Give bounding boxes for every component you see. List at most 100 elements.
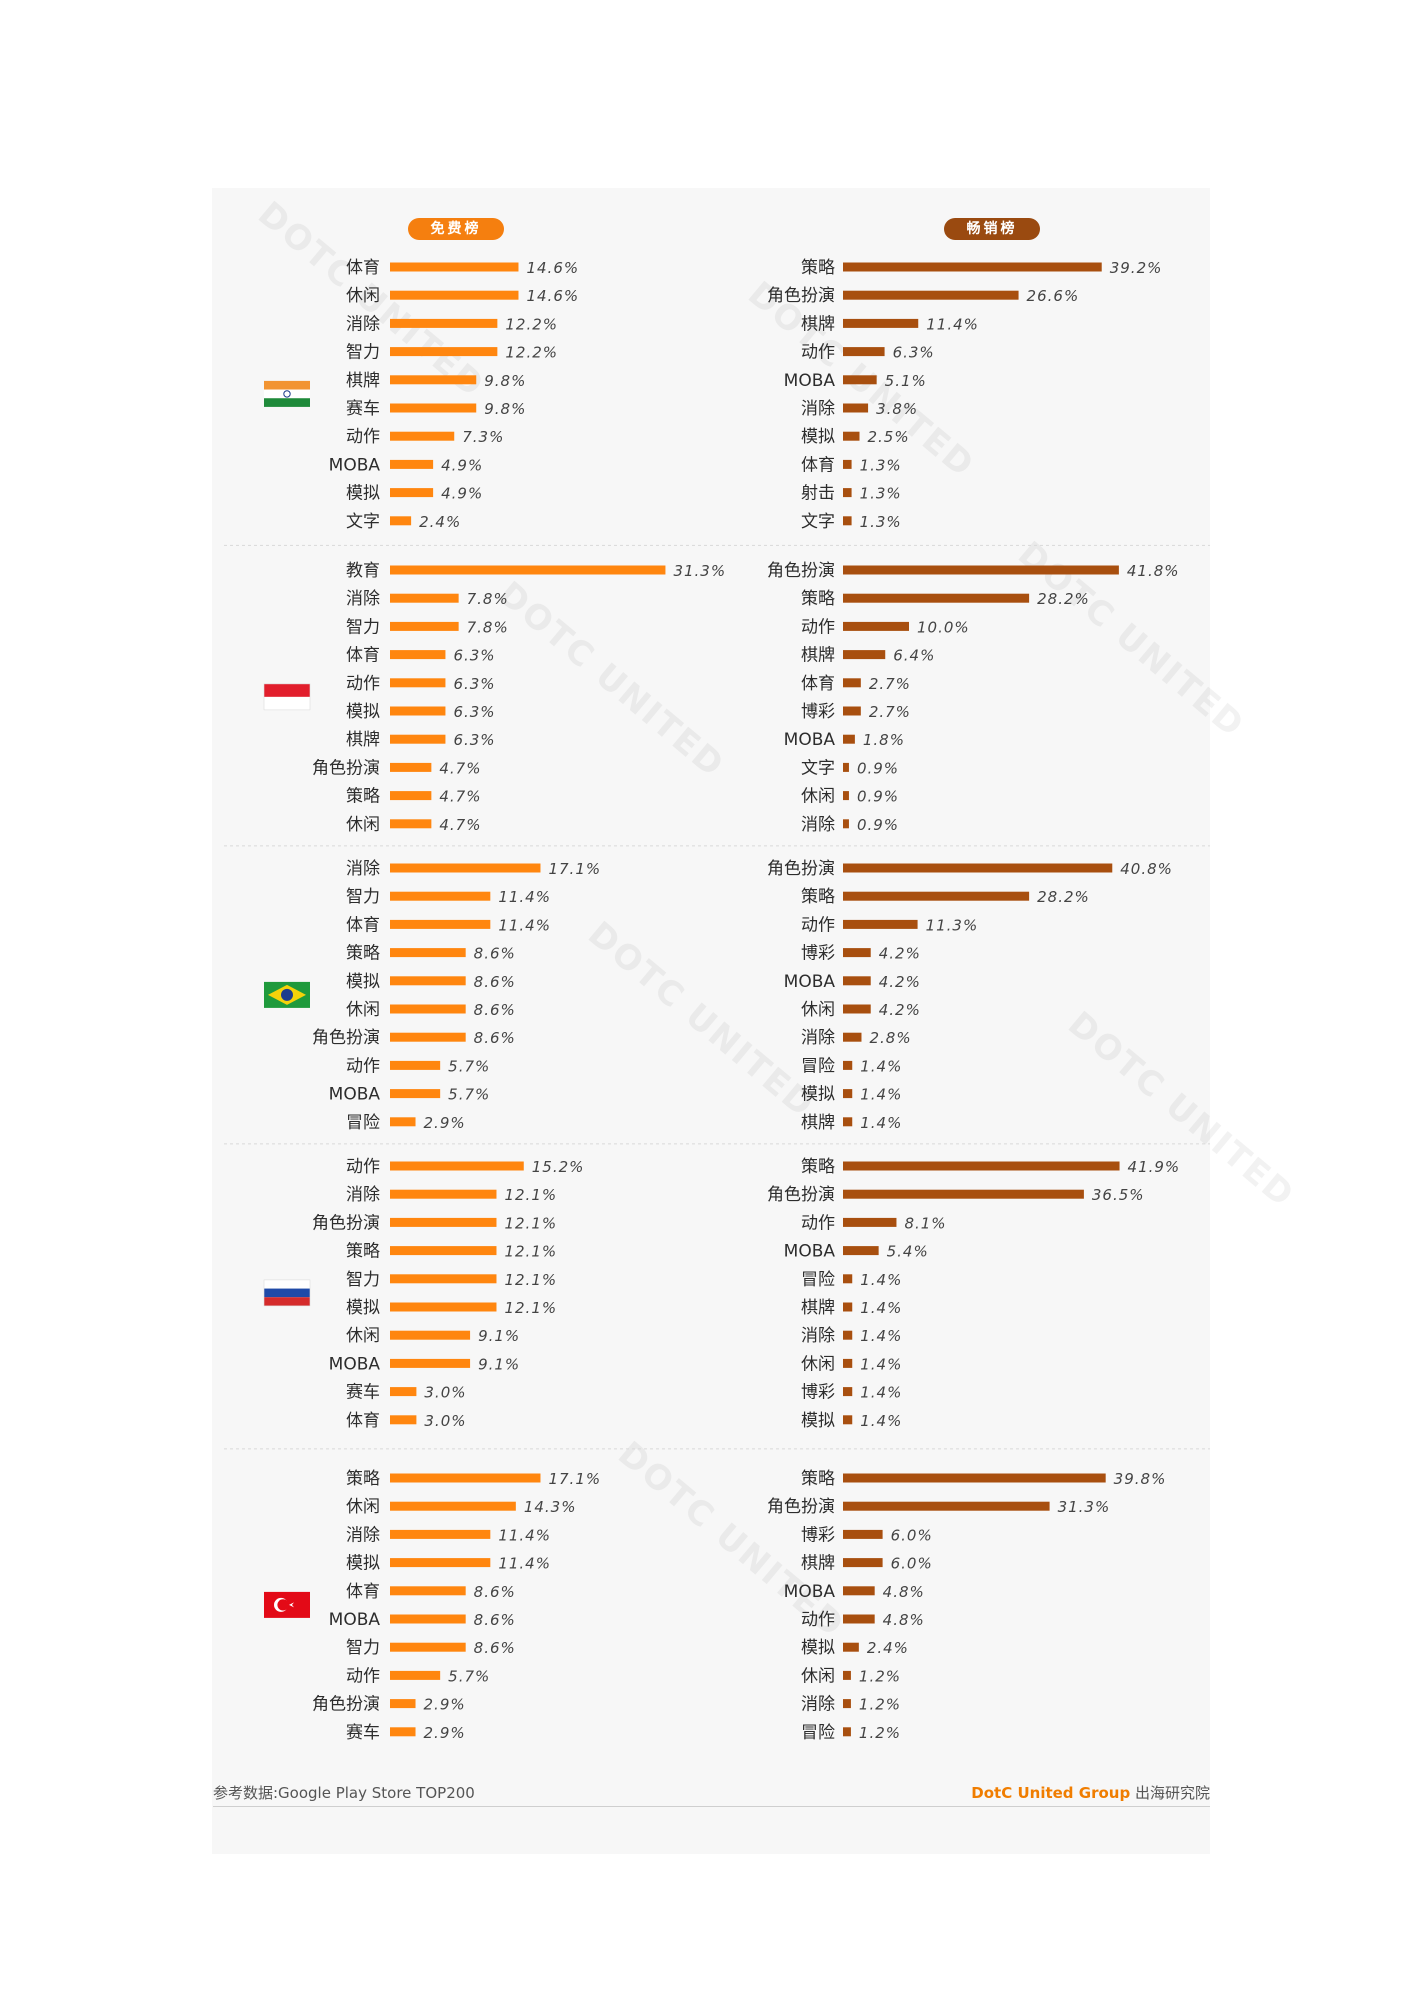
grossing-category-label: 冒险 [801,1270,835,1290]
free-value-label: 8.6% [474,973,516,991]
free-bar [390,1161,524,1171]
free-category-label: 角色扮演 [312,1695,380,1715]
grossing-bar [843,1727,851,1737]
free-category-label: 赛车 [346,398,380,419]
grossing-bar [843,1302,853,1312]
flag-border [263,683,311,711]
free-category-label: 休闲 [346,815,380,835]
free-category-label: 赛车 [346,1722,380,1743]
grossing-value-label: 1.8% [863,731,905,749]
grossing-category-label: 体育 [801,674,835,694]
free-value-label: 11.4% [498,1555,551,1573]
grossing-category-label: 消除 [801,399,835,419]
grossing-bar [843,650,886,660]
free-bar [390,919,491,929]
grossing-category-label: 体育 [801,455,835,475]
grossing-bar [843,262,1102,272]
grossing-value-label: 8.1% [904,1214,946,1232]
free-category-label: 消除 [346,1185,380,1205]
grossing-value-label: 4.2% [879,945,921,963]
free-bar [390,1117,416,1127]
grossing-bar [843,459,852,469]
grossing-category-label: 角色扮演 [767,859,835,879]
grossing-category-label: 棋牌 [801,646,835,666]
free-category-label: 模拟 [346,972,380,992]
free-value-label: 14.6% [526,287,579,305]
free-value-label: 5.7% [448,1667,490,1685]
grossing-value-label: 1.3% [860,513,902,531]
free-bar [390,650,446,660]
free-value-label: 11.4% [498,1526,551,1544]
free-bar [390,1358,471,1368]
free-value-label: 4.7% [439,759,481,777]
free-bar [390,819,432,829]
flag-star [289,1602,294,1608]
free-value-label: 14.6% [526,259,579,277]
free-value-label: 2.9% [424,1724,466,1742]
grossing-category-label: 消除 [801,815,835,835]
grossing-bar [843,734,855,744]
grossing-category-label: 角色扮演 [767,1185,835,1205]
grossing-value-label: 36.5% [1092,1186,1145,1204]
free-bar [390,516,412,526]
grossing-value-label: 39.2% [1110,259,1163,277]
grossing-value-label: 4.8% [883,1583,925,1601]
free-value-label: 9.1% [478,1327,520,1345]
grossing-category-label: 休闲 [801,1000,835,1020]
grossing-value-label: 6.0% [891,1555,933,1573]
free-value-label: 8.6% [474,1639,516,1657]
free-category-label: 冒险 [346,1113,380,1133]
grossing-value-label: 1.4% [860,1271,902,1289]
free-bar [390,1089,441,1099]
grossing-value-label: 11.3% [926,916,979,934]
chart-panel [212,188,1210,1854]
grossing-category-label: 休闲 [801,787,835,807]
grossing-bar [843,1358,853,1368]
free-bar [390,488,434,498]
flag-stripe [264,1279,310,1289]
grossing-value-label: 28.2% [1037,888,1090,906]
free-bar [390,593,459,603]
free-category-label: 文字 [346,512,380,532]
free-category-label: 智力 [346,343,380,363]
free-category-label: 体育 [346,1411,380,1431]
free-category-label: 休闲 [346,1326,380,1346]
grossing-category-label: 模拟 [801,1638,835,1658]
grossing-bar [843,1586,875,1596]
free-bar [390,1642,466,1652]
free-value-label: 6.3% [453,647,495,665]
grossing-category-label: 棋牌 [801,1554,835,1574]
free-category-label: 策略 [346,1469,380,1489]
grossing-value-label: 28.2% [1037,590,1090,608]
grossing-category-label: 角色扮演 [767,286,835,306]
grossing-value-label: 1.3% [860,485,902,503]
free-category-label: 动作 [346,1056,380,1076]
grossing-bar [843,1473,1106,1483]
free-bar [390,1387,417,1397]
grossing-bar [843,593,1030,603]
brand-credit: DotC United Group 出海研究院 [971,1782,1210,1803]
free-category-label: 消除 [346,589,380,609]
grossing-value-label: 3.8% [876,400,918,418]
free-value-label: 8.6% [474,1029,516,1047]
free-value-label: 12.1% [504,1299,557,1317]
grossing-bar [843,621,909,631]
grossing-category-label: 动作 [801,343,835,363]
grossing-category-label: 棋牌 [801,314,835,334]
grossing-value-label: 1.2% [859,1724,901,1742]
free-value-label: 6.3% [453,731,495,749]
grossing-value-label: 11.4% [926,315,979,333]
grossing-value-label: 6.3% [893,344,935,362]
grossing-category-label: 文字 [801,758,835,778]
grossing-value-label: 40.8% [1120,860,1173,878]
free-bar [390,1060,441,1070]
brand-suffix: 出海研究院 [1134,1784,1210,1802]
grossing-bar [843,1529,883,1539]
free-value-label: 12.2% [505,315,558,333]
free-value-label: 12.2% [505,344,558,362]
free-bar [390,1217,497,1227]
free-category-label: 模拟 [346,1298,380,1318]
free-bar [390,1246,497,1256]
grossing-category-label: 消除 [801,1028,835,1048]
grossing-category-label: MOBA [784,1242,836,1262]
